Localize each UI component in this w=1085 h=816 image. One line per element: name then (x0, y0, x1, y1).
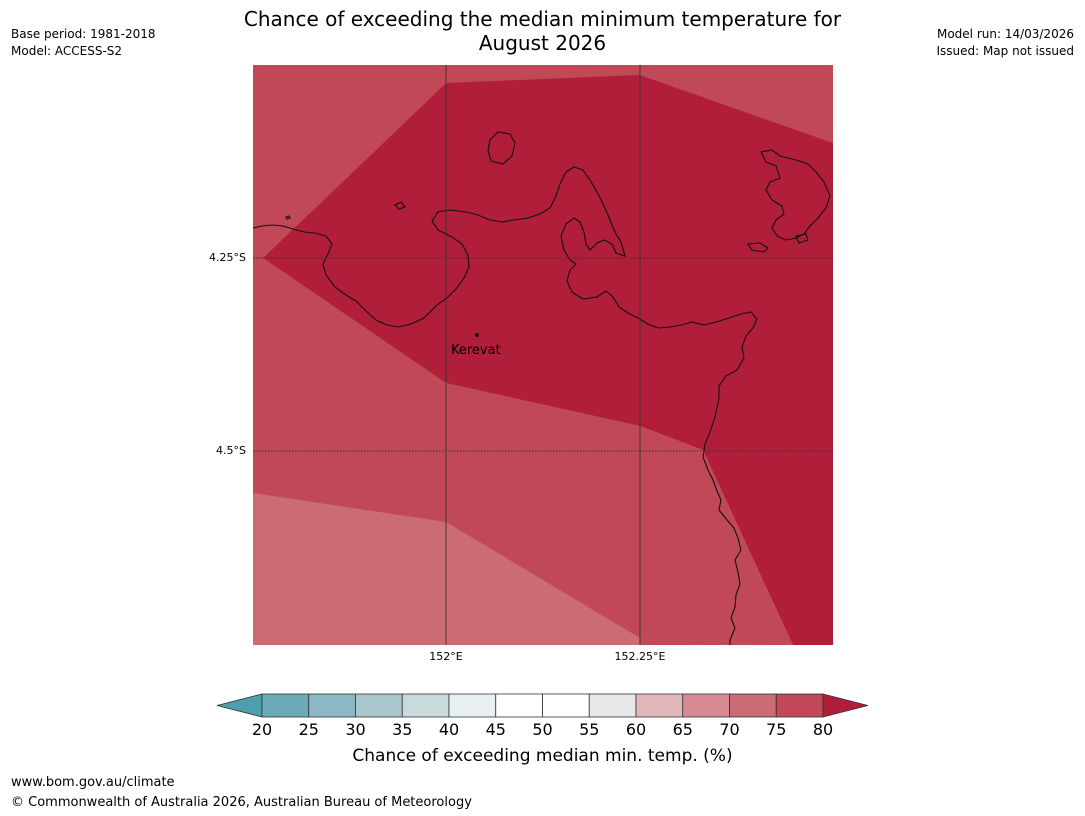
colorbar-tick-label: 50 (532, 720, 553, 739)
colorbar-tick-label: 60 (625, 720, 647, 739)
place-label-kerevat: Kerevat (451, 343, 501, 358)
lat-label-4-5: 4.5°S (216, 444, 246, 457)
footer-url: www.bom.gov.au/climate (11, 775, 175, 790)
colorbar-tick-label: 30 (345, 720, 366, 739)
colorbar-segment (729, 693, 777, 718)
issued-status: Issued: Map not issued (936, 44, 1074, 58)
colorbar-segment (355, 693, 403, 718)
coastline (253, 131, 831, 645)
colorbar-high-arrow (822, 693, 869, 718)
zone-80-plus (263, 75, 833, 645)
map-title: Chance of exceeding the median minimum t… (0, 7, 1085, 55)
colorbar-segment (495, 693, 543, 718)
title-line-1: Chance of exceeding the median minimum t… (243, 7, 842, 31)
colorbar-segment (635, 693, 684, 718)
colorbar-low-arrow (216, 693, 263, 718)
colorbar-segment (775, 693, 824, 718)
model-run: Model run: 14/03/2026 (936, 27, 1074, 41)
colorbar-tick-label: 40 (438, 720, 460, 739)
colorbar-tick-label: 20 (251, 720, 273, 739)
colorbar-tick-label: 70 (719, 720, 740, 739)
colorbar-segment (261, 693, 310, 718)
base-period: Base period: 1981-2018 (11, 27, 156, 41)
colorbar-tick-label: 80 (812, 720, 834, 739)
colorbar-tick-label: 25 (298, 720, 319, 739)
lon-label-152-25: 152.25°E (614, 650, 666, 663)
coastline-islet-1 (394, 201, 406, 210)
colorbar-tick-label: 65 (672, 720, 693, 739)
colorbar-segment (542, 693, 590, 718)
colorbar-segment (682, 693, 730, 718)
lon-label-152: 152°E (429, 650, 463, 663)
coastline-islet-east-a (747, 242, 769, 253)
model-name: Model: ACCESS-S2 (11, 44, 123, 58)
colorbar-segments (261, 693, 824, 718)
coastline-main (253, 166, 758, 645)
lat-label-4-25: 4.25°S (209, 251, 246, 264)
colorbar-tick-label: 35 (392, 720, 413, 739)
place-marker-kerevat (475, 333, 479, 337)
colorbar-tick-label: 55 (579, 720, 600, 739)
colorbar-tick-label: 45 (485, 720, 506, 739)
colorbar (216, 693, 869, 718)
zone-75-80-top-left (253, 65, 446, 258)
zone-75-80-top-right (640, 65, 833, 143)
coastline-island-east (760, 149, 831, 241)
colorbar-segment (401, 693, 450, 718)
coastline-island-north (487, 131, 516, 165)
meta-right: Model run: 14/03/2026 Issued: Map not is… (936, 26, 1074, 60)
graticule (253, 65, 833, 645)
colorbar-tick-label: 75 (766, 720, 787, 739)
meta-left: Base period: 1981-2018 Model: ACCESS-S2 (11, 26, 156, 60)
coastline-islet-east-b (795, 233, 809, 244)
zone-70-75-lower (253, 493, 640, 645)
colorbar-segment (588, 693, 637, 718)
map-area (253, 65, 833, 645)
colorbar-label: Chance of exceeding median min. temp. (%… (352, 746, 733, 766)
zone-75-80-lower (253, 258, 793, 645)
title-line-2: August 2026 (478, 31, 607, 55)
coastline-islet-2 (285, 215, 291, 220)
colorbar-segment (448, 693, 497, 718)
footer-copyright: © Commonwealth of Australia 2026, Austra… (11, 795, 472, 810)
colorbar-segment (308, 693, 356, 718)
